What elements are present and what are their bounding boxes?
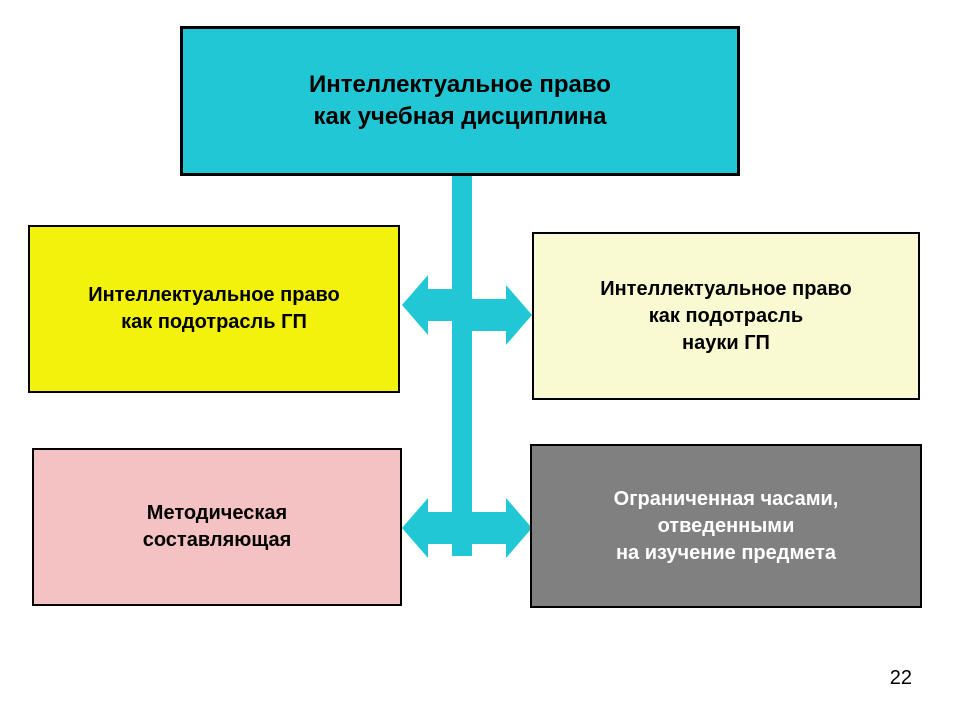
node-text-left1: Интеллектуальное правокак подотрасль ГП [88,282,340,336]
arrow-a-right1 [472,285,532,345]
arrow-a-left2 [402,498,452,558]
node-right1: Интеллектуальное правокак подотрасльнаук… [532,232,920,400]
node-left1: Интеллектуальное правокак подотрасль ГП [28,225,400,393]
node-text-right1: Интеллектуальное правокак подотрасльнаук… [600,276,852,357]
node-left2: Методическаясоставляющая [32,448,402,606]
arrow-a-left1 [402,275,452,335]
node-text-right2: Ограниченная часами,отведеннымина изучен… [614,486,839,567]
trunk-line [452,176,472,556]
arrow-a-right2 [472,498,532,558]
top-box-text: Интеллектуальное правокак учебная дисцип… [309,69,611,134]
page-number: 22 [890,667,912,690]
top-box: Интеллектуальное правокак учебная дисцип… [180,26,740,176]
node-right2: Ограниченная часами,отведеннымина изучен… [530,444,922,608]
node-text-left2: Методическаясоставляющая [143,500,292,554]
